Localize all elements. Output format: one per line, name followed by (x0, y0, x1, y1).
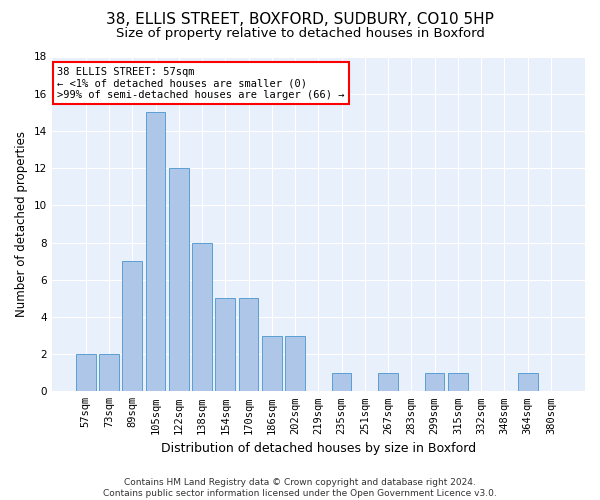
Bar (122, 261, 142, 392)
Bar (285, 336, 305, 392)
Text: Size of property relative to detached houses in Boxford: Size of property relative to detached ho… (116, 28, 484, 40)
Bar (192, 242, 212, 392)
Bar (146, 112, 166, 392)
Bar (448, 372, 468, 392)
Bar (169, 168, 188, 392)
Bar (332, 372, 352, 392)
Y-axis label: Number of detached properties: Number of detached properties (15, 131, 28, 317)
Text: 38 ELLIS STREET: 57sqm
← <1% of detached houses are smaller (0)
>99% of semi-det: 38 ELLIS STREET: 57sqm ← <1% of detached… (57, 66, 344, 100)
X-axis label: Distribution of detached houses by size in Boxford: Distribution of detached houses by size … (161, 442, 476, 455)
Bar (425, 372, 445, 392)
Bar (239, 298, 259, 392)
Bar (215, 298, 235, 392)
Text: 38, ELLIS STREET, BOXFORD, SUDBURY, CO10 5HP: 38, ELLIS STREET, BOXFORD, SUDBURY, CO10… (106, 12, 494, 28)
Bar (76, 354, 95, 392)
Bar (518, 372, 538, 392)
Bar (378, 372, 398, 392)
Text: Contains HM Land Registry data © Crown copyright and database right 2024.
Contai: Contains HM Land Registry data © Crown c… (103, 478, 497, 498)
Bar (99, 354, 119, 392)
Bar (262, 336, 282, 392)
